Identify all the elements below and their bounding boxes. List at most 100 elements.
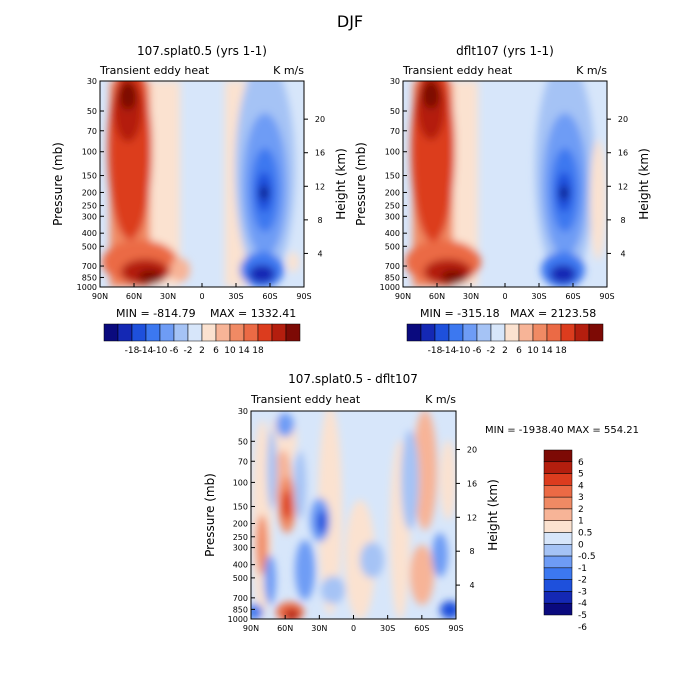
minmax-label: MIN = -1938.40 MAX = 554.21 [485, 425, 639, 436]
colorbar-label: -2 [578, 576, 587, 586]
colorbar-swatch [406, 323, 422, 342]
y-tick-label: 850 [385, 273, 400, 282]
colorbar-label: 0 [578, 540, 584, 550]
y-axis-label-right: Height (km) [486, 479, 500, 550]
x-tick-label: 30S [228, 292, 243, 301]
panel-top-right: dflt107 (yrs 1-1) Transient eddy heat K … [354, 44, 651, 320]
colorbar-swatch [229, 323, 245, 342]
colorbar-swatch [543, 520, 573, 533]
y-tick-label: 50 [87, 107, 97, 116]
x-tick-label: 90S [296, 292, 311, 301]
colorbar-swatch [543, 579, 573, 592]
y-tick-label: 700 [82, 262, 97, 271]
y-tick-label: 250 [385, 202, 400, 211]
y-tick-label: 30 [390, 77, 400, 86]
colorbar-swatch [543, 485, 573, 498]
panel-units: K m/s [273, 64, 304, 77]
colorbar-label: -2 [184, 346, 193, 356]
colorbar-label: 6 [516, 346, 522, 356]
y-tick-right-label: 16 [467, 479, 477, 488]
y-tick-right-label: 20 [618, 115, 628, 124]
y-tick-label: 400 [385, 229, 400, 238]
y-tick-label: 200 [233, 520, 248, 529]
colorbar-swatch [131, 323, 147, 342]
x-tick-label: 60N [429, 292, 445, 301]
x-tick-label: 90S [448, 624, 463, 633]
x-tick-label: 60N [277, 624, 293, 633]
panel-title: 107.splat0.5 (yrs 1-1) [137, 44, 267, 58]
colorbar-label: 2 [578, 505, 584, 515]
x-tick-label: 0 [351, 624, 356, 633]
max-label: MAX = 1332.41 [210, 307, 296, 320]
panel-top-left: 107.splat0.5 (yrs 1-1) Transient eddy he… [51, 44, 348, 320]
colorbar-swatch [588, 323, 604, 342]
colorbar-label: -0.5 [578, 552, 596, 562]
panel-subtitle: Transient eddy heat [402, 64, 513, 77]
colorbar-swatch [420, 323, 436, 342]
colorbar-label: -2 [487, 346, 496, 356]
y-axis-label: Pressure (mb) [203, 473, 217, 557]
colorbar-swatch [543, 555, 573, 569]
colorbar-swatch [574, 323, 590, 342]
y-tick-label: 1000 [228, 615, 248, 624]
colorbar-label: -6 [578, 623, 587, 633]
min-label: MIN = -814.79 [116, 307, 196, 320]
y-tick-right-label: 8 [620, 216, 625, 225]
x-tick-label: 90N [395, 292, 411, 301]
colorbar-label: 10 [224, 346, 236, 356]
y-axis-label-right: Height (km) [334, 148, 348, 219]
y-tick-label: 700 [385, 262, 400, 271]
colorbar-swatch [159, 323, 175, 342]
colorbar-swatch [504, 323, 520, 342]
colorbar-swatch [271, 323, 287, 342]
y-tick-right-label: 20 [467, 446, 477, 455]
colorbar-swatch [543, 508, 573, 521]
y-tick-label: 150 [385, 172, 400, 181]
y-axis-label: Pressure (mb) [51, 142, 65, 226]
y-tick-label: 1000 [77, 283, 97, 292]
colorbar-label: -1 [578, 564, 587, 574]
colorbar-swatch [546, 323, 562, 342]
y-tick-right-label: 12 [315, 182, 325, 191]
colorbar-swatch [462, 323, 478, 342]
colorbar-swatch [476, 323, 492, 342]
colorbar-swatch [285, 323, 301, 342]
colorbar-label: -10 [456, 346, 471, 356]
heatmap-field [100, 81, 304, 287]
y-tick-label: 850 [82, 273, 97, 282]
colorbar-swatch [448, 323, 464, 342]
y-tick-right-label: 8 [317, 216, 322, 225]
colorbar-label: -14 [442, 346, 457, 356]
x-tick-label: 30N [463, 292, 479, 301]
y-tick-label: 250 [82, 202, 97, 211]
y-tick-label: 30 [238, 407, 248, 416]
y-tick-label: 100 [82, 148, 97, 157]
colorbar-label: 0.5 [578, 529, 592, 539]
y-tick-label: 100 [385, 148, 400, 157]
colorbar-swatch [543, 602, 573, 616]
y-tick-label: 400 [82, 229, 97, 238]
panel-title: dflt107 (yrs 1-1) [456, 44, 554, 58]
x-tick-label: 30S [380, 624, 395, 633]
y-tick-label: 300 [82, 212, 97, 221]
colorbar-swatch [173, 323, 189, 342]
colorbar-swatch [201, 323, 217, 342]
x-tick-label: 60S [565, 292, 580, 301]
axes-and-colorbars: 90N 60N 30N 0 30S 60S 90S305070100150200250300… [77, 77, 628, 633]
colorbar-label: 18 [555, 346, 567, 356]
y-tick-label: 700 [233, 594, 248, 603]
panel-units: K m/s [425, 393, 456, 406]
y-tick-label: 150 [82, 172, 97, 181]
y-tick-right-label: 8 [469, 547, 474, 556]
x-tick-label: 0 [502, 292, 507, 301]
y-tick-label: 70 [390, 127, 400, 136]
x-tick-label: 60S [414, 624, 429, 633]
y-tick-label: 50 [238, 437, 248, 446]
y-tick-right-label: 20 [315, 115, 325, 124]
y-tick-label: 300 [233, 544, 248, 553]
colorbar-label: -3 [578, 587, 587, 597]
colorbar-swatch [543, 473, 573, 486]
colorbar-swatch [543, 461, 573, 474]
colorbar-label: 2 [199, 346, 205, 356]
